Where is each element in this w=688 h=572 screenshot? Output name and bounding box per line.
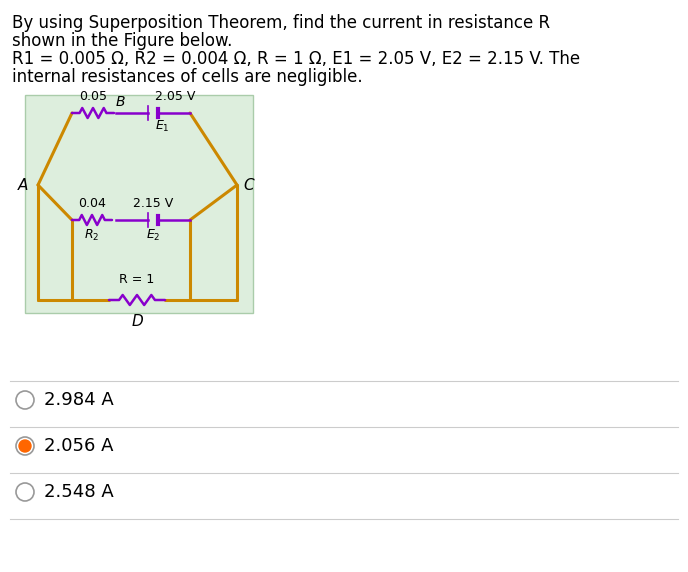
Circle shape xyxy=(19,440,31,452)
Text: By using Superposition Theorem, find the current in resistance R: By using Superposition Theorem, find the… xyxy=(12,14,550,32)
Text: 0.05: 0.05 xyxy=(79,90,107,103)
Text: D: D xyxy=(131,314,143,329)
Text: 2.548 A: 2.548 A xyxy=(44,483,114,501)
Text: 2.15 V: 2.15 V xyxy=(133,197,173,210)
Circle shape xyxy=(16,391,34,409)
Text: C: C xyxy=(243,177,254,193)
Text: shown in the Figure below.: shown in the Figure below. xyxy=(12,32,233,50)
Circle shape xyxy=(16,483,34,501)
Text: 0.04: 0.04 xyxy=(78,197,106,210)
Text: 2.984 A: 2.984 A xyxy=(44,391,114,409)
Circle shape xyxy=(16,437,34,455)
Text: A: A xyxy=(18,177,28,193)
Text: R1 = 0.005 Ω, R2 = 0.004 Ω, R = 1 Ω, E1 = 2.05 V, E2 = 2.15 V. The: R1 = 0.005 Ω, R2 = 0.004 Ω, R = 1 Ω, E1 … xyxy=(12,50,580,68)
Text: B: B xyxy=(116,95,125,109)
Text: $R_2$: $R_2$ xyxy=(85,228,100,243)
Text: 2.056 A: 2.056 A xyxy=(44,437,114,455)
Text: $E_1$: $E_1$ xyxy=(155,119,170,134)
Bar xyxy=(25,95,253,313)
Text: internal resistances of cells are negligible.: internal resistances of cells are neglig… xyxy=(12,68,363,86)
Text: $E_2$: $E_2$ xyxy=(146,228,160,243)
Text: 2.05 V: 2.05 V xyxy=(155,90,195,103)
Text: R = 1: R = 1 xyxy=(120,273,155,286)
